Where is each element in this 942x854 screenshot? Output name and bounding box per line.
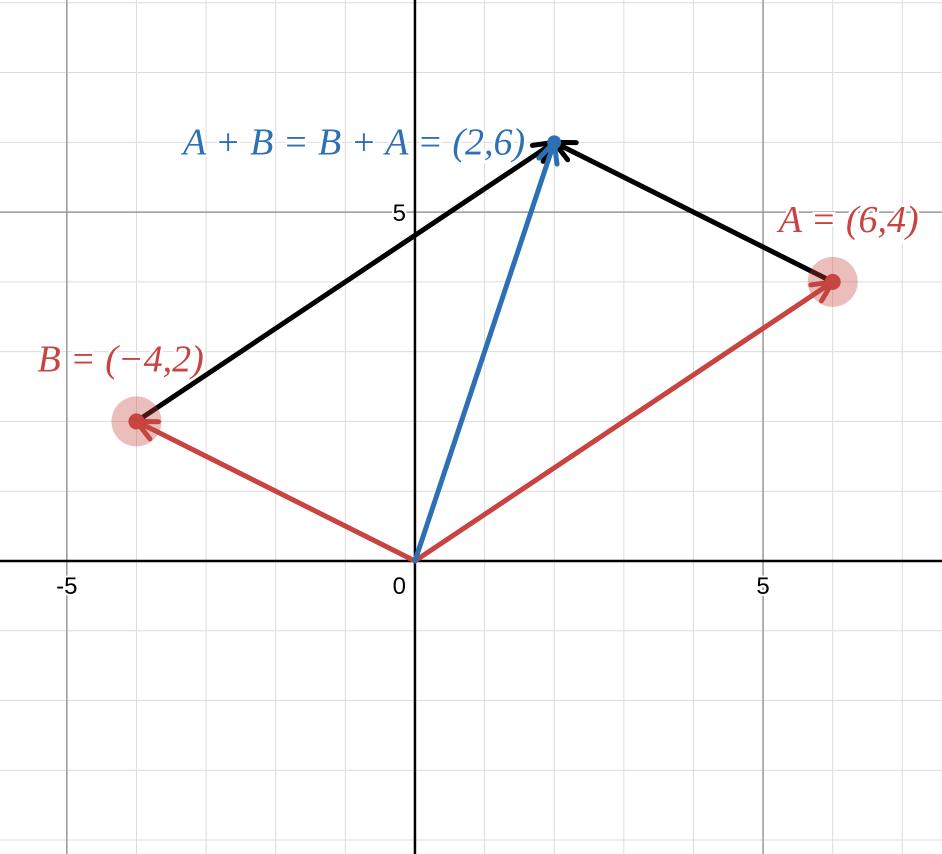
point xyxy=(547,135,562,150)
x-tick-label: 0 xyxy=(393,573,406,600)
point-label: A = (6,4) xyxy=(776,199,919,241)
x-tick-label: 5 xyxy=(756,573,769,600)
point-label: A + B = B + A = (2,6) xyxy=(180,121,525,163)
point xyxy=(128,413,145,430)
point-label: B = (−4,2) xyxy=(37,338,203,380)
x-tick-label: -5 xyxy=(56,573,77,600)
point xyxy=(824,273,841,290)
y-tick-label: 5 xyxy=(393,200,406,227)
